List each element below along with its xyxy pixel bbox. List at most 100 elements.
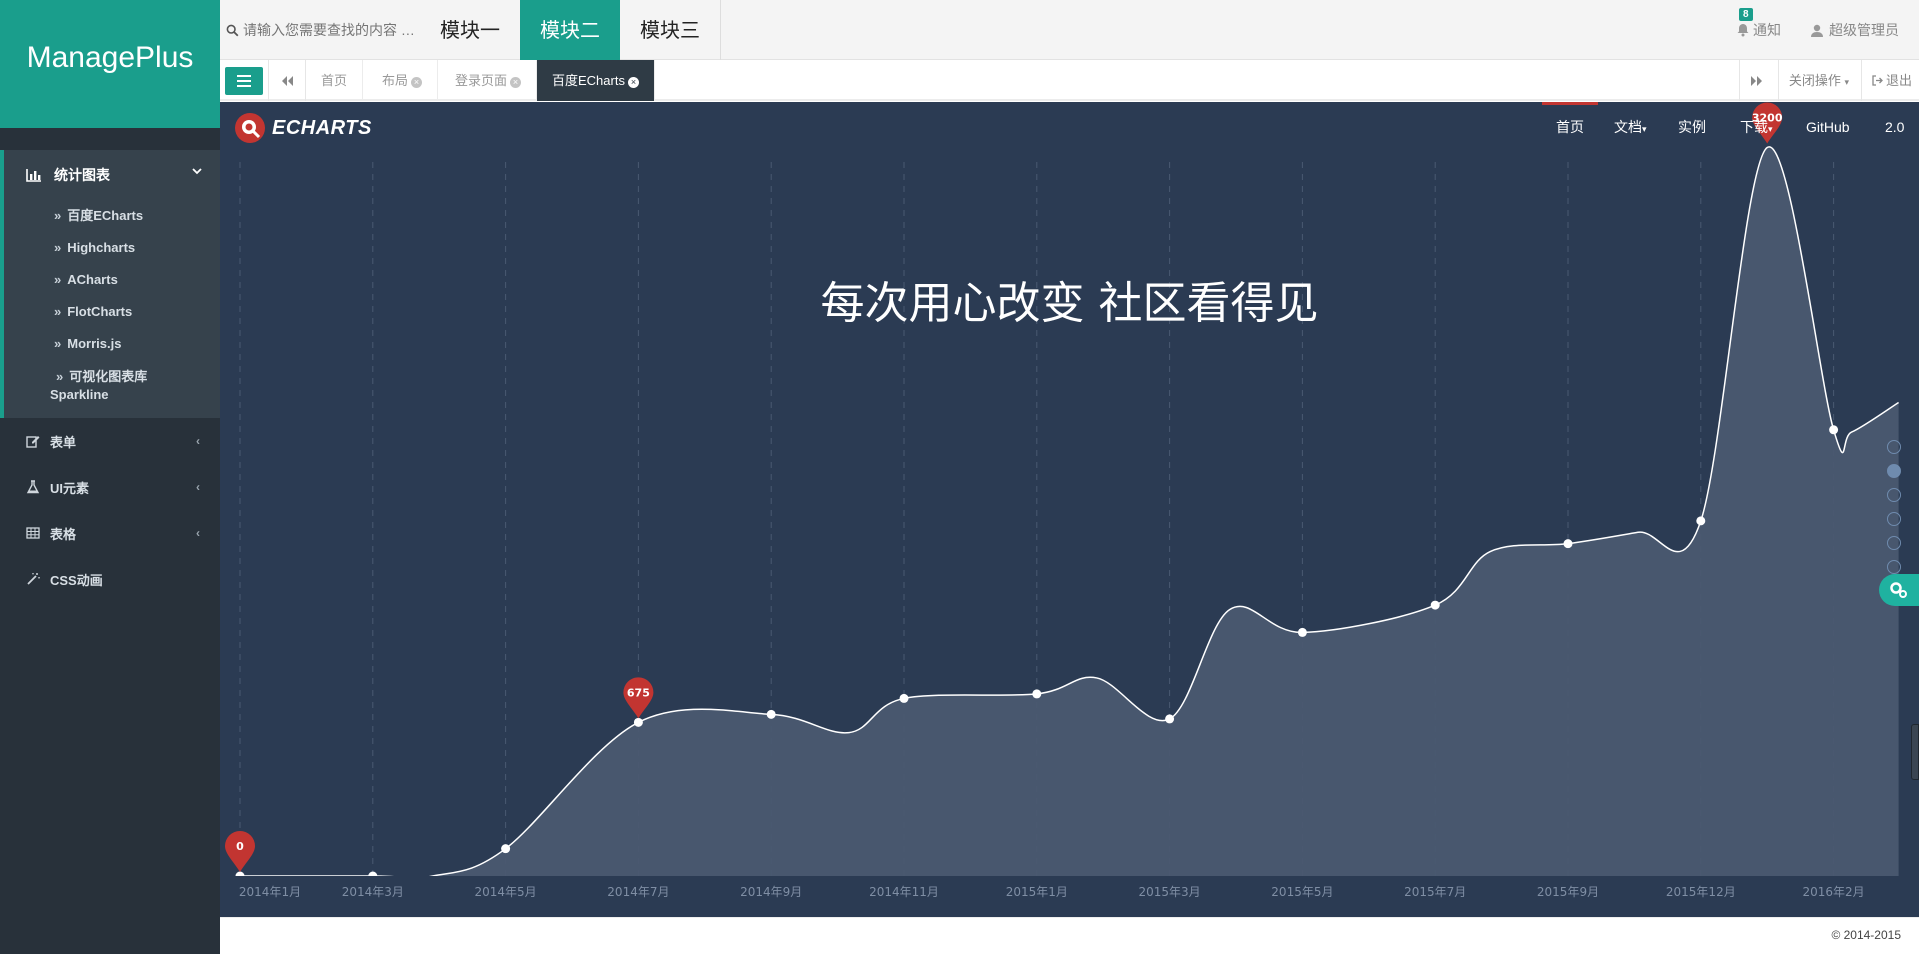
area-chart: 2014年1月 2014年3月 2014年5月 2014年7月 2014年9月 2014年…: [220, 102, 1919, 917]
double-chevron-icon: »: [54, 272, 62, 287]
x-tick-label: 2015年3月: [1139, 885, 1201, 899]
slide-dot[interactable]: [1887, 560, 1901, 574]
x-tick-label: 2015年1月: [1006, 885, 1068, 899]
sidebar-group-charts: 统计图表 » 百度ECharts » Highcharts » ACharts » Fl…: [0, 150, 220, 418]
data-point: [1165, 714, 1175, 724]
module-tab-3[interactable]: 模块三: [640, 18, 700, 42]
x-tick-label: 2016年2月: [1803, 885, 1865, 899]
x-axis-band: [220, 876, 1919, 917]
user-menu[interactable]: 超级管理员: [1811, 20, 1899, 40]
slide-dot[interactable]: [1887, 512, 1901, 526]
sidebar-item-tables[interactable]: 表格 ‹: [0, 510, 220, 556]
close-operations-label: 关闭操作: [1788, 73, 1841, 88]
tab-label: 登录页面: [455, 73, 508, 88]
echarts-nav-docs[interactable]: 文档▾: [1614, 102, 1647, 152]
brand-logo[interactable]: ManagePlus: [0, 0, 220, 128]
notification-button[interactable]: 8 通知: [1737, 8, 1781, 40]
chevron-left-icon: ‹: [196, 526, 200, 540]
x-tick-label: 2014年3月: [342, 885, 404, 899]
scrollbar-handle[interactable]: [1911, 724, 1919, 780]
tabs-back-button[interactable]: [268, 60, 306, 101]
sidebar-item-label: Highcharts: [67, 240, 136, 255]
tab-login-page[interactable]: 登录页面 ×: [440, 60, 538, 101]
x-tick-label: 2014年1月: [239, 885, 301, 899]
sidebar-item-sparkline[interactable]: » 可视化图表库 Sparkline: [4, 360, 220, 414]
close-icon[interactable]: ×: [627, 77, 639, 88]
sidebar-group-label: 统计图表: [54, 167, 110, 183]
echarts-logo[interactable]: ECHARTS: [234, 112, 372, 144]
sidebar-item-label: 百度ECharts: [67, 208, 144, 223]
close-icon[interactable]: ×: [411, 77, 423, 88]
double-chevron-icon: »: [54, 336, 62, 351]
sidebar: ManagePlus 统计图表 » 百度ECharts » Highcharts »…: [0, 0, 220, 954]
table-icon: [26, 527, 40, 539]
tab-echarts[interactable]: 百度ECharts ×: [537, 60, 655, 101]
tab-home[interactable]: 首页: [306, 60, 364, 101]
settings-float-button[interactable]: [1879, 574, 1919, 606]
data-point: [1430, 600, 1440, 610]
sidebar-item-forms[interactable]: 表单 ‹: [0, 418, 220, 464]
echarts-nav-version[interactable]: 2.0: [1885, 119, 1905, 135]
echarts-nav-home[interactable]: 首页: [1542, 102, 1598, 152]
slide-dot[interactable]: [1887, 536, 1901, 550]
x-tick-label: 2014年5月: [475, 885, 537, 899]
gears-icon: [1890, 582, 1907, 598]
x-tick-label: 2014年7月: [607, 885, 669, 899]
logout-button[interactable]: 退出: [1861, 60, 1919, 101]
echarts-nav-download-label: 下载: [1740, 119, 1768, 135]
sidebar-item-label: 表格: [50, 526, 77, 542]
sidebar-item-css-animation[interactable]: CSS动画: [0, 556, 220, 602]
data-point: [501, 844, 511, 854]
sidebar-item-label: Morris.js: [67, 336, 122, 351]
echarts-nav-download[interactable]: 下载▾: [1740, 102, 1773, 152]
x-tick-label: 2015年5月: [1271, 885, 1333, 899]
notification-badge: 8: [1739, 8, 1753, 21]
module-tab-2[interactable]: 模块二: [520, 0, 620, 60]
marker-label: 675: [627, 686, 650, 699]
sidebar-item-highcharts[interactable]: » Highcharts: [4, 232, 220, 264]
sidebar-item-label: CSS动画: [50, 572, 103, 588]
search-input[interactable]: [243, 22, 423, 38]
tabs-forward-button[interactable]: [1739, 60, 1773, 101]
search-box: [226, 20, 426, 40]
marker-pin: [1752, 102, 1783, 144]
x-tick-label: 2014年11月: [869, 885, 939, 899]
series-line: [239, 146, 1899, 879]
x-tick-label: 2014年9月: [740, 885, 802, 899]
logout-label: 退出: [1886, 73, 1913, 88]
chevron-left-icon: ‹: [196, 480, 200, 494]
double-right-arrow-icon: [1750, 75, 1762, 86]
tab-label: 布局: [382, 73, 409, 88]
echarts-nav-docs-label: 文档: [1614, 119, 1642, 135]
slide-dot-active[interactable]: [1887, 464, 1901, 478]
close-operations-dropdown[interactable]: 关闭操作 ▾: [1777, 60, 1859, 101]
sidebar-item-label: 可视化图表库: [69, 369, 148, 384]
sidebar-item-ui[interactable]: UI元素 ‹: [0, 464, 220, 510]
echarts-nav-examples[interactable]: 实例: [1678, 119, 1706, 135]
slide-dot[interactable]: [1887, 488, 1901, 502]
caret-down-icon: ▾: [1844, 77, 1849, 87]
magic-wand-icon: [27, 573, 40, 585]
marker-pin: [623, 677, 654, 719]
page-tabs-bar: 首页 布局 × 登录页面 × 百度ECharts × 关闭操作 ▾ 退出: [220, 60, 1919, 101]
user-name: 超级管理员: [1829, 22, 1899, 38]
sidebar-item-acharts[interactable]: » ACharts: [4, 264, 220, 296]
copyright-text: © 2014-2015: [1831, 928, 1901, 942]
sidebar-item-morris[interactable]: » Morris.js: [4, 328, 220, 360]
module-tab-1[interactable]: 模块一: [440, 18, 500, 42]
close-icon[interactable]: ×: [510, 77, 522, 88]
x-tick-label: 2015年9月: [1537, 885, 1599, 899]
sidebar-item-flotcharts[interactable]: » FlotCharts: [4, 296, 220, 328]
sidebar-group-header[interactable]: 统计图表: [4, 150, 220, 200]
search-icon: [226, 24, 239, 36]
data-point: [1032, 689, 1042, 699]
echarts-page: 2014年1月 2014年3月 2014年5月 2014年7月 2014年9月 2014年…: [220, 102, 1919, 917]
echarts-nav-github[interactable]: GitHub: [1806, 119, 1850, 135]
tab-layout[interactable]: 布局 ×: [367, 60, 439, 101]
top-bar: 模块一 模块二 模块三 8 通知 超级管理员: [220, 0, 1919, 60]
menu-toggle-button[interactable]: [225, 67, 263, 95]
slide-dot[interactable]: [1887, 440, 1901, 454]
sidebar-item-echarts[interactable]: » 百度ECharts: [4, 200, 220, 232]
data-point: [1297, 627, 1307, 637]
